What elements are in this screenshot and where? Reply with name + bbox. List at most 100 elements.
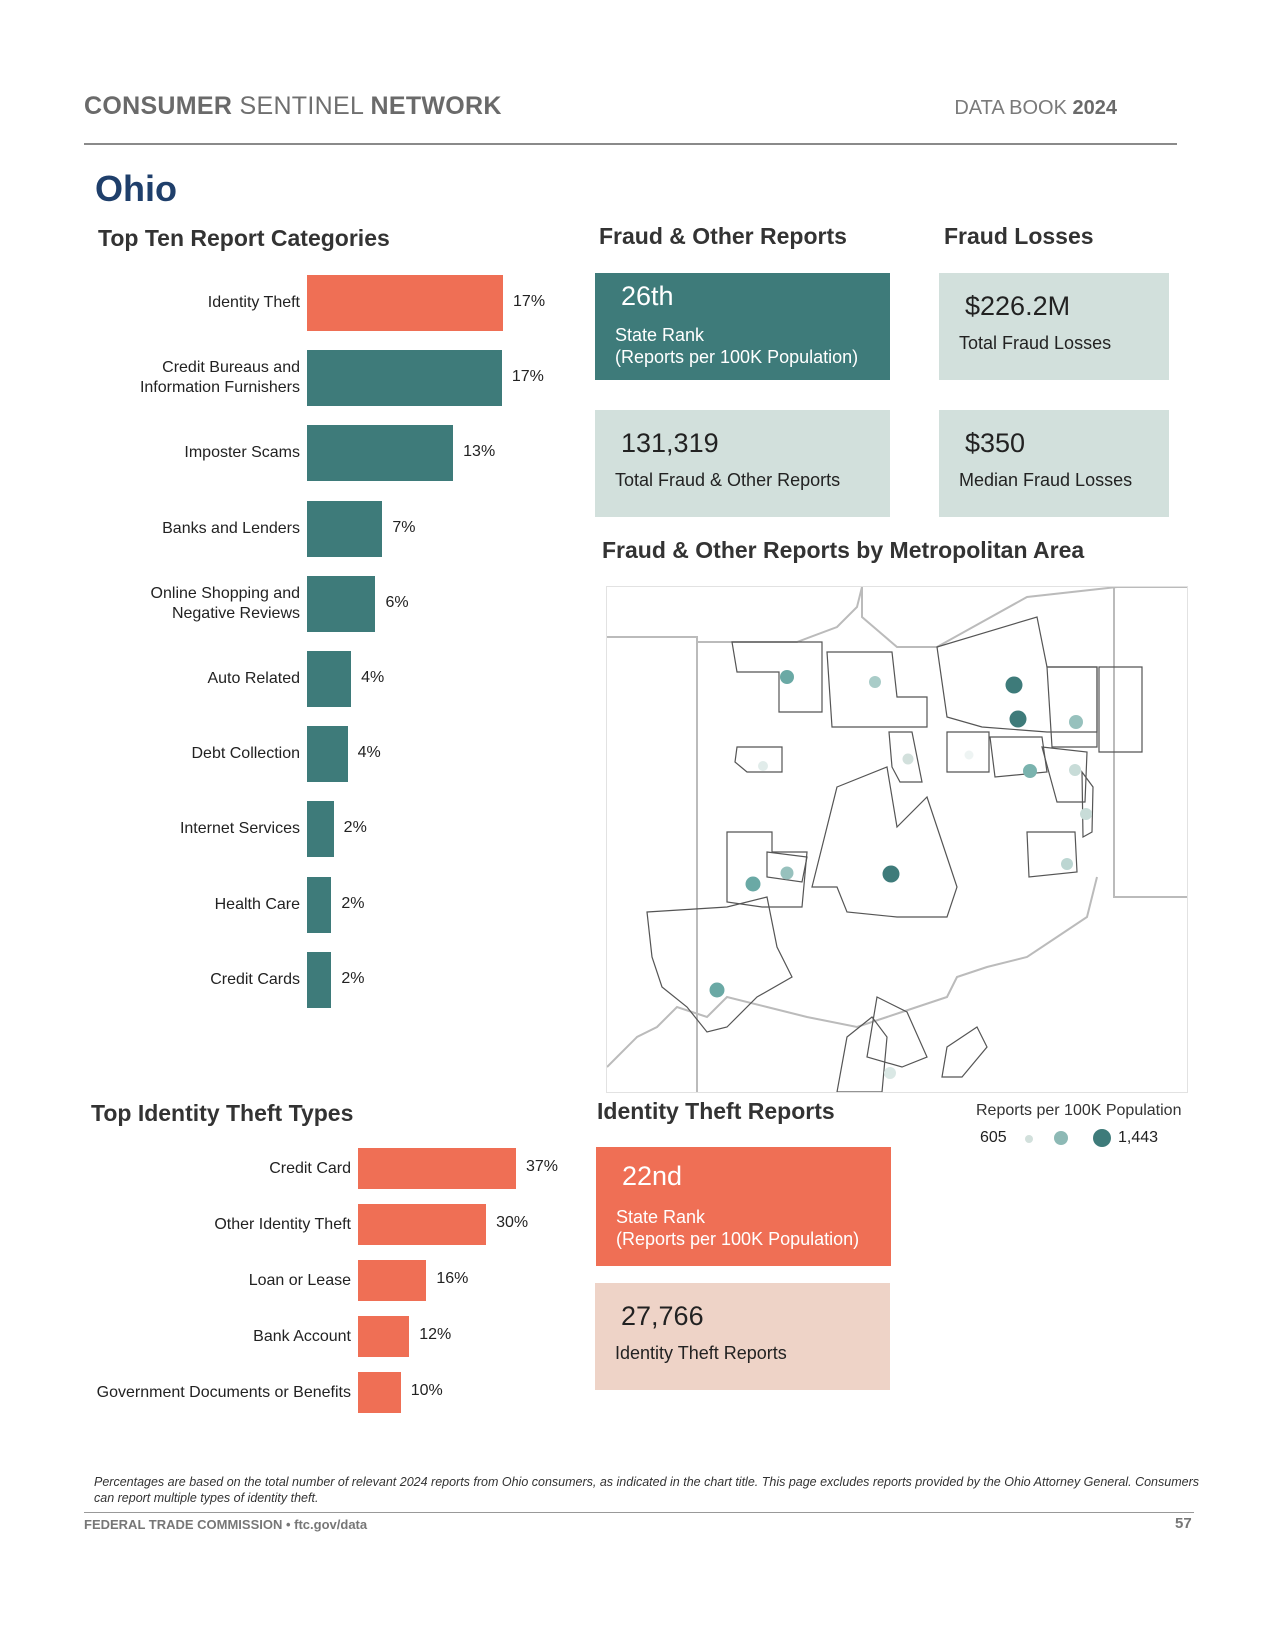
idt-reports-box: 27,766 Identity Theft Reports <box>595 1283 890 1390</box>
dot-cleveland <box>1005 676 1023 694</box>
ohio-map-svg <box>606 586 1187 1093</box>
bar <box>307 575 376 632</box>
bar <box>307 425 454 482</box>
total-reports-box: 131,319 Total Fraud & Other Reports <box>595 410 890 517</box>
data-book-label: DATA BOOK 2024 <box>954 97 1117 120</box>
top-ten-title: Top Ten Report Categories <box>98 225 390 251</box>
bar-label: Identity Theft <box>207 294 300 311</box>
metro-mansfield <box>888 731 923 783</box>
fraud-rank-box: 26th State Rank (Reports per 100K Popula… <box>595 273 890 380</box>
bar-label: Banks and Lenders <box>162 519 300 537</box>
metro-columbus <box>811 766 958 918</box>
bar <box>307 801 334 858</box>
bar-label: Other Identity Theft <box>214 1215 351 1233</box>
id-theft-types-title: Top Identity Theft Types <box>91 1100 354 1126</box>
legend-max: 1,443 <box>1118 1129 1159 1146</box>
total-reports-value: 131,319 <box>621 428 719 458</box>
idt-reports-label: Identity Theft Reports <box>615 1343 787 1363</box>
metro-weirton <box>1041 746 1088 803</box>
bar <box>307 350 502 407</box>
bar <box>358 1148 516 1189</box>
metro-area-outlines <box>646 616 1143 1093</box>
median-loss-label: Median Fraud Losses <box>959 470 1133 490</box>
dot-springfield <box>780 866 794 880</box>
dot-mansfield <box>902 753 914 765</box>
bar-value-label: 10% <box>410 1382 443 1399</box>
idt-reports-value: 27,766 <box>621 1301 704 1331</box>
median-loss-value: $350 <box>965 428 1026 458</box>
lake-erie-shore <box>861 586 1118 648</box>
bar-value-label: 6% <box>385 593 409 611</box>
median-loss-box: $350 Median Fraud Losses <box>939 410 1169 517</box>
metro-springfield <box>766 851 808 883</box>
legend-dot-large <box>1093 1129 1111 1147</box>
bar-label: Credit Cards <box>210 970 300 988</box>
bar-label: Imposter Scams <box>184 444 300 462</box>
dot-canton <box>1023 764 1037 778</box>
metro-area-map <box>606 586 1188 1093</box>
metro-akron <box>1046 666 1098 748</box>
bar-value-label: 4% <box>361 669 385 686</box>
bar-value-label: 2% <box>341 894 365 912</box>
bar-value-label: 7% <box>392 518 416 536</box>
ohio-river <box>606 876 1098 1068</box>
bar-label: Bank Account <box>253 1327 351 1345</box>
brand-network: NETWORK <box>370 92 502 120</box>
metro-parkersburg <box>941 1026 988 1078</box>
metro-steubenville <box>1081 770 1094 839</box>
dot-dayton <box>745 876 761 892</box>
metro-cincinnati <box>646 896 793 1033</box>
bar <box>358 1260 427 1301</box>
idt-rank-value: 22nd <box>622 1161 683 1191</box>
legend-min: 605 <box>980 1129 1007 1146</box>
metro-map-title: Fraud & Other Reports by Metropolitan Ar… <box>602 537 1085 563</box>
bar-label: Credit Card <box>269 1159 351 1177</box>
dot-lima <box>758 761 768 771</box>
bar <box>307 275 504 331</box>
dot-huntington <box>884 1067 896 1079</box>
bar <box>358 1372 401 1413</box>
metro-lima <box>734 746 783 773</box>
map-legend-title: Reports per 100K Population <box>976 1102 1182 1119</box>
fraud-rank-value: 26th <box>621 281 674 311</box>
dot-columbus <box>882 865 900 883</box>
bar <box>358 1204 487 1245</box>
idt-rank-label: State Rank <box>616 1207 706 1227</box>
bar-value-label: 30% <box>496 1214 529 1231</box>
bar <box>307 726 348 783</box>
metro-canton <box>989 736 1048 778</box>
bar-label: Health Care <box>214 895 300 913</box>
total-reports-label: Total Fraud & Other Reports <box>615 470 841 490</box>
bar-value-label: 17% <box>511 368 544 386</box>
metro-huntington <box>866 996 928 1068</box>
bar-value-label: 16% <box>436 1270 469 1287</box>
bar-label: Auto Related <box>207 670 300 687</box>
idt-rank-box: 22nd State Rank (Reports per 100K Popula… <box>596 1147 891 1266</box>
dot-toledo <box>780 670 794 684</box>
dot-wooster <box>964 750 974 760</box>
bar <box>358 1316 410 1357</box>
bar <box>307 651 352 707</box>
pennsylvania-border <box>1113 587 1187 898</box>
fraud-rank-sublabel: (Reports per 100K Population) <box>615 347 859 367</box>
bar-label: Debt Collection <box>191 745 301 763</box>
michigan-border <box>697 586 863 643</box>
metro-youngstown <box>1098 666 1143 753</box>
page-number: 57 <box>1175 1515 1192 1532</box>
brand-consumer: CONSUMER <box>84 92 233 120</box>
dot-youngstown <box>1069 715 1083 729</box>
fraud-losses-title: Fraud Losses <box>944 223 1094 249</box>
legend-dot-small <box>1025 1135 1033 1143</box>
total-losses-label: Total Fraud Losses <box>959 333 1112 353</box>
data-book-text: DATA BOOK <box>954 97 1067 119</box>
brand-sentinel: SENTINEL <box>239 92 364 120</box>
dot-wheeling <box>1061 858 1073 870</box>
header-divider <box>84 143 1177 145</box>
bar-label: Loan or Lease <box>248 1271 351 1289</box>
dot-cincinnati <box>709 982 725 998</box>
metro-toledo <box>731 641 823 713</box>
bar-value-label: 12% <box>419 1326 452 1343</box>
bar-value-label: 37% <box>525 1158 559 1175</box>
bar-label: Online Shopping and Negative Reviews <box>150 584 300 622</box>
state-borders <box>606 586 1187 1092</box>
